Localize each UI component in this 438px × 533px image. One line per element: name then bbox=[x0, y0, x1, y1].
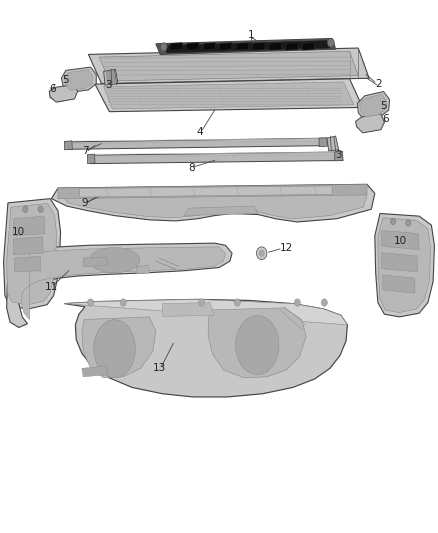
Polygon shape bbox=[59, 187, 367, 219]
Text: 5: 5 bbox=[63, 75, 69, 85]
Polygon shape bbox=[7, 243, 232, 327]
Text: 7: 7 bbox=[81, 147, 88, 157]
Polygon shape bbox=[64, 70, 93, 91]
Polygon shape bbox=[357, 92, 390, 119]
Polygon shape bbox=[14, 237, 43, 255]
Polygon shape bbox=[269, 43, 282, 50]
Polygon shape bbox=[236, 43, 249, 50]
Circle shape bbox=[259, 250, 264, 256]
Circle shape bbox=[160, 43, 167, 51]
Circle shape bbox=[23, 206, 28, 213]
Polygon shape bbox=[302, 43, 315, 50]
Circle shape bbox=[294, 299, 300, 306]
Polygon shape bbox=[203, 43, 215, 50]
Polygon shape bbox=[7, 204, 57, 305]
Polygon shape bbox=[107, 70, 115, 83]
Polygon shape bbox=[184, 206, 258, 216]
Text: 3: 3 bbox=[106, 80, 112, 90]
Polygon shape bbox=[51, 184, 375, 222]
Polygon shape bbox=[104, 69, 118, 85]
Polygon shape bbox=[80, 186, 332, 197]
Polygon shape bbox=[95, 79, 363, 112]
Polygon shape bbox=[219, 43, 232, 50]
Polygon shape bbox=[236, 316, 279, 375]
Polygon shape bbox=[88, 48, 369, 84]
Polygon shape bbox=[64, 300, 347, 325]
Circle shape bbox=[198, 299, 205, 306]
Polygon shape bbox=[375, 214, 434, 317]
Circle shape bbox=[321, 299, 327, 306]
Text: 10: 10 bbox=[11, 227, 25, 237]
Polygon shape bbox=[327, 136, 339, 151]
Polygon shape bbox=[82, 366, 108, 377]
Polygon shape bbox=[286, 43, 298, 50]
Polygon shape bbox=[382, 253, 417, 272]
Circle shape bbox=[234, 299, 240, 306]
Polygon shape bbox=[88, 152, 343, 164]
Polygon shape bbox=[335, 151, 343, 161]
Text: 5: 5 bbox=[380, 101, 387, 111]
Polygon shape bbox=[319, 138, 327, 147]
Polygon shape bbox=[99, 51, 358, 81]
Circle shape bbox=[38, 206, 43, 213]
Polygon shape bbox=[360, 94, 387, 117]
Polygon shape bbox=[156, 38, 336, 54]
Text: 6: 6 bbox=[49, 84, 56, 94]
Polygon shape bbox=[64, 300, 347, 397]
Polygon shape bbox=[89, 247, 140, 273]
Polygon shape bbox=[170, 43, 183, 50]
Polygon shape bbox=[64, 141, 72, 150]
Polygon shape bbox=[378, 217, 431, 313]
Polygon shape bbox=[162, 303, 214, 317]
Polygon shape bbox=[356, 114, 385, 133]
Text: 2: 2 bbox=[375, 78, 381, 88]
Polygon shape bbox=[14, 216, 45, 236]
Circle shape bbox=[256, 247, 267, 260]
Text: 6: 6 bbox=[382, 114, 389, 124]
Circle shape bbox=[406, 220, 411, 226]
Text: 11: 11 bbox=[45, 281, 58, 292]
Polygon shape bbox=[94, 320, 135, 378]
Polygon shape bbox=[165, 41, 329, 53]
Text: 12: 12 bbox=[280, 243, 293, 253]
Polygon shape bbox=[253, 43, 265, 50]
Text: 4: 4 bbox=[197, 127, 203, 137]
Polygon shape bbox=[208, 308, 306, 378]
Polygon shape bbox=[383, 275, 415, 293]
Polygon shape bbox=[21, 247, 226, 319]
Text: 9: 9 bbox=[81, 198, 88, 208]
Text: 3: 3 bbox=[335, 150, 342, 160]
Polygon shape bbox=[88, 154, 95, 164]
Polygon shape bbox=[58, 184, 367, 199]
Circle shape bbox=[391, 218, 396, 224]
Text: 13: 13 bbox=[152, 364, 166, 373]
Circle shape bbox=[88, 299, 94, 306]
Polygon shape bbox=[61, 67, 96, 93]
Polygon shape bbox=[83, 257, 108, 266]
Text: 8: 8 bbox=[188, 164, 194, 173]
Circle shape bbox=[120, 299, 126, 306]
Circle shape bbox=[327, 38, 334, 47]
Text: 10: 10 bbox=[393, 236, 406, 246]
Polygon shape bbox=[382, 230, 419, 249]
Polygon shape bbox=[64, 138, 327, 149]
Text: 1: 1 bbox=[248, 30, 254, 40]
Polygon shape bbox=[104, 82, 354, 109]
Polygon shape bbox=[49, 85, 78, 102]
Polygon shape bbox=[4, 199, 60, 309]
Polygon shape bbox=[82, 317, 156, 378]
Polygon shape bbox=[14, 256, 41, 272]
Polygon shape bbox=[186, 43, 199, 50]
Polygon shape bbox=[136, 265, 149, 274]
